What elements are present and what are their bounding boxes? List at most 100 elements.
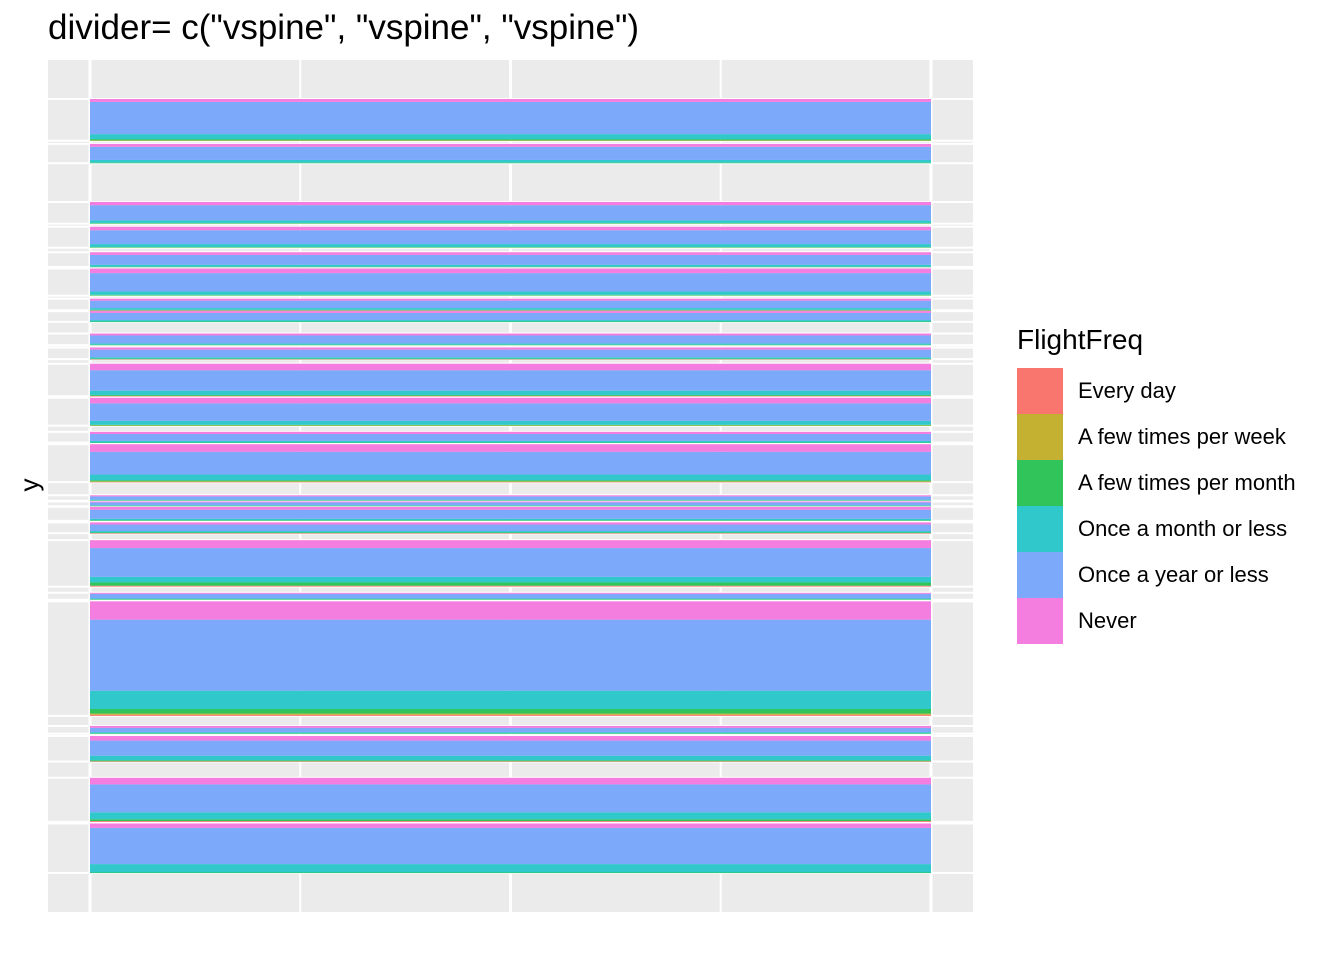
- bar-segment-never-block-10: [90, 495, 931, 497]
- bar-segment-a-few-times-per-month-block-11: [90, 480, 931, 482]
- bar-segment-a-few-times-per-month-block-9: [90, 505, 931, 507]
- bar-segment-every-day-block-4: [90, 714, 931, 716]
- bar-segment-once-a-year-or-less-block-18: [90, 300, 931, 309]
- bar-segment-never-block-13: [90, 397, 931, 404]
- bar-segment-once-a-month-or-less-block-7: [90, 531, 931, 533]
- legend-label: Once a month or less: [1078, 516, 1288, 541]
- bar-segment-once-a-year-or-less-block-3: [90, 727, 931, 733]
- legend-key: [1017, 598, 1063, 644]
- bar-segment-once-a-month-or-less-block-18: [90, 308, 931, 310]
- bar-segment-every-day-block-1: [90, 821, 931, 822]
- bar-segment-once-a-month-or-less-block-1: [90, 812, 931, 820]
- bar-segment-never-block-14: [90, 363, 931, 371]
- bar-segment-once-a-year-or-less-block-15: [90, 349, 931, 358]
- legend-key: [1017, 368, 1063, 414]
- bar-segment-once-a-year-or-less-block-16: [90, 335, 931, 344]
- bar-segment-never-block-7: [90, 522, 931, 525]
- bar-segment-a-few-times-per-month-block-0: [90, 872, 931, 874]
- bar-segment-a-few-times-per-month-block-4: [90, 709, 931, 714]
- bars: [90, 99, 931, 874]
- bar-segment-once-a-month-or-less-block-0: [90, 864, 931, 873]
- bar-segment-once-a-month-or-less-block-6: [90, 576, 931, 583]
- bar-segment-never-block-1: [90, 777, 931, 785]
- bar-segment-once-a-year-or-less-block-17: [90, 312, 931, 321]
- legend-entry: Once a month or less: [1017, 506, 1296, 552]
- bar-segment-a-few-times-per-week-block-11: [90, 481, 931, 482]
- bar-segment-once-a-year-or-less-block-6: [90, 548, 931, 577]
- bar-segment-every-day-block-2: [90, 761, 931, 762]
- bar-segment-never-block-0: [90, 823, 931, 828]
- bar-segment-never-block-3: [90, 725, 931, 728]
- bar-segment-once-a-year-or-less-block-5: [90, 593, 931, 599]
- bar-segment-a-few-times-per-month-block-21: [90, 246, 931, 248]
- bar-segment-once-a-year-or-less-block-19: [90, 273, 931, 292]
- legend-entries: Every day A few times per week A few times…: [1017, 368, 1296, 644]
- bar-segment-once-a-year-or-less-block-21: [90, 230, 931, 245]
- legend-key: [1017, 552, 1063, 598]
- bar-segment-a-few-times-per-week-block-4: [90, 713, 931, 715]
- bar-segment-once-a-year-or-less-block-24: [90, 101, 931, 135]
- bar-segment-a-few-times-per-month-block-14: [90, 394, 931, 396]
- bar-segment-once-a-year-or-less-block-4: [90, 619, 931, 691]
- bar-segment-once-a-month-or-less-block-23: [90, 159, 931, 163]
- bar-segment-never-block-21: [90, 226, 931, 231]
- bar-segment-a-few-times-per-month-block-13: [90, 424, 931, 426]
- bar-segment-once-a-year-or-less-block-2: [90, 740, 931, 756]
- bar-segment-once-a-month-or-less-block-9: [90, 505, 931, 506]
- bar-segment-once-a-month-or-less-block-17: [90, 320, 931, 322]
- bar-segment-never-block-12: [90, 431, 931, 434]
- bar-segment-never-block-4: [90, 601, 931, 620]
- bar-segment-every-day-block-14: [90, 395, 931, 397]
- bar-segment-never-block-19: [90, 268, 931, 274]
- bar-segment-never-block-18: [90, 298, 931, 301]
- bar-segment-once-a-month-or-less-block-15: [90, 357, 931, 359]
- bar-segment-a-few-times-per-month-block-23: [90, 162, 931, 164]
- bar-segment-never-block-23: [90, 143, 931, 147]
- legend-label: A few times per week: [1078, 424, 1286, 449]
- bar-segment-a-few-times-per-month-block-1: [90, 819, 931, 822]
- bar-segment-never-block-22: [90, 201, 931, 206]
- bar-segment-a-few-times-per-month-block-5: [90, 599, 931, 600]
- bar-segment-never-block-8: [90, 506, 931, 510]
- bar-segment-a-few-times-per-month-block-20: [90, 266, 931, 268]
- bar-segment-once-a-month-or-less-block-24: [90, 134, 931, 140]
- bar-segment-once-a-month-or-less-block-3: [90, 732, 931, 734]
- legend-label: A few times per month: [1078, 470, 1296, 495]
- bar-segment-a-few-times-per-month-block-2: [90, 760, 931, 762]
- bar-segment-a-few-times-per-month-block-17: [90, 321, 931, 323]
- bar-segment-once-a-year-or-less-block-0: [90, 827, 931, 865]
- legend-label: Once a year or less: [1078, 562, 1269, 587]
- bar-segment-never-block-2: [90, 736, 931, 741]
- legend-entry: Every day: [1017, 368, 1296, 414]
- legend-label: Never: [1078, 608, 1137, 633]
- bar-segment-once-a-month-or-less-block-8: [90, 518, 931, 521]
- bar-segment-every-day-block-11: [90, 481, 931, 483]
- bar-segment-once-a-month-or-less-block-14: [90, 390, 931, 395]
- bar-segment-once-a-month-or-less-block-10: [90, 499, 931, 501]
- bar-segment-a-few-times-per-week-block-24: [90, 140, 931, 141]
- bar-segment-once-a-year-or-less-block-11: [90, 451, 931, 475]
- bar-segment-every-day-block-7: [90, 533, 931, 534]
- bar-segment-a-few-times-per-month-block-18: [90, 309, 931, 311]
- bar-segment-every-day-block-6: [90, 585, 931, 587]
- bar-segment-never-block-9: [90, 501, 931, 503]
- chart-title: divider= c("vspine", "vspine", "vspine"): [48, 8, 640, 47]
- bar-segment-once-a-month-or-less-block-22: [90, 220, 931, 223]
- bar-segment-a-few-times-per-month-block-6: [90, 582, 931, 586]
- bar-segment-once-a-month-or-less-block-11: [90, 474, 931, 481]
- bar-segment-once-a-year-or-less-block-9: [90, 502, 931, 506]
- bar-segment-a-few-times-per-month-block-22: [90, 222, 931, 224]
- legend-entry: Once a year or less: [1017, 552, 1296, 598]
- bar-segment-a-few-times-per-month-block-16: [90, 344, 931, 346]
- bar-segment-a-few-times-per-month-block-12: [90, 442, 931, 444]
- bar-segment-a-few-times-per-month-block-10: [90, 500, 931, 501]
- bar-segment-once-a-year-or-less-block-12: [90, 433, 931, 441]
- bar-segment-never-block-17: [90, 311, 931, 313]
- bar-segment-once-a-month-or-less-block-13: [90, 420, 931, 425]
- legend-key: [1017, 414, 1063, 460]
- bar-segment-a-few-times-per-month-block-19: [90, 294, 931, 296]
- legend: FlightFreq Every day A few times per week…: [1017, 322, 1296, 644]
- bar-segment-once-a-month-or-less-block-20: [90, 264, 931, 267]
- bar-segment-once-a-year-or-less-block-7: [90, 524, 931, 532]
- bar-segment-once-a-year-or-less-block-20: [90, 254, 931, 265]
